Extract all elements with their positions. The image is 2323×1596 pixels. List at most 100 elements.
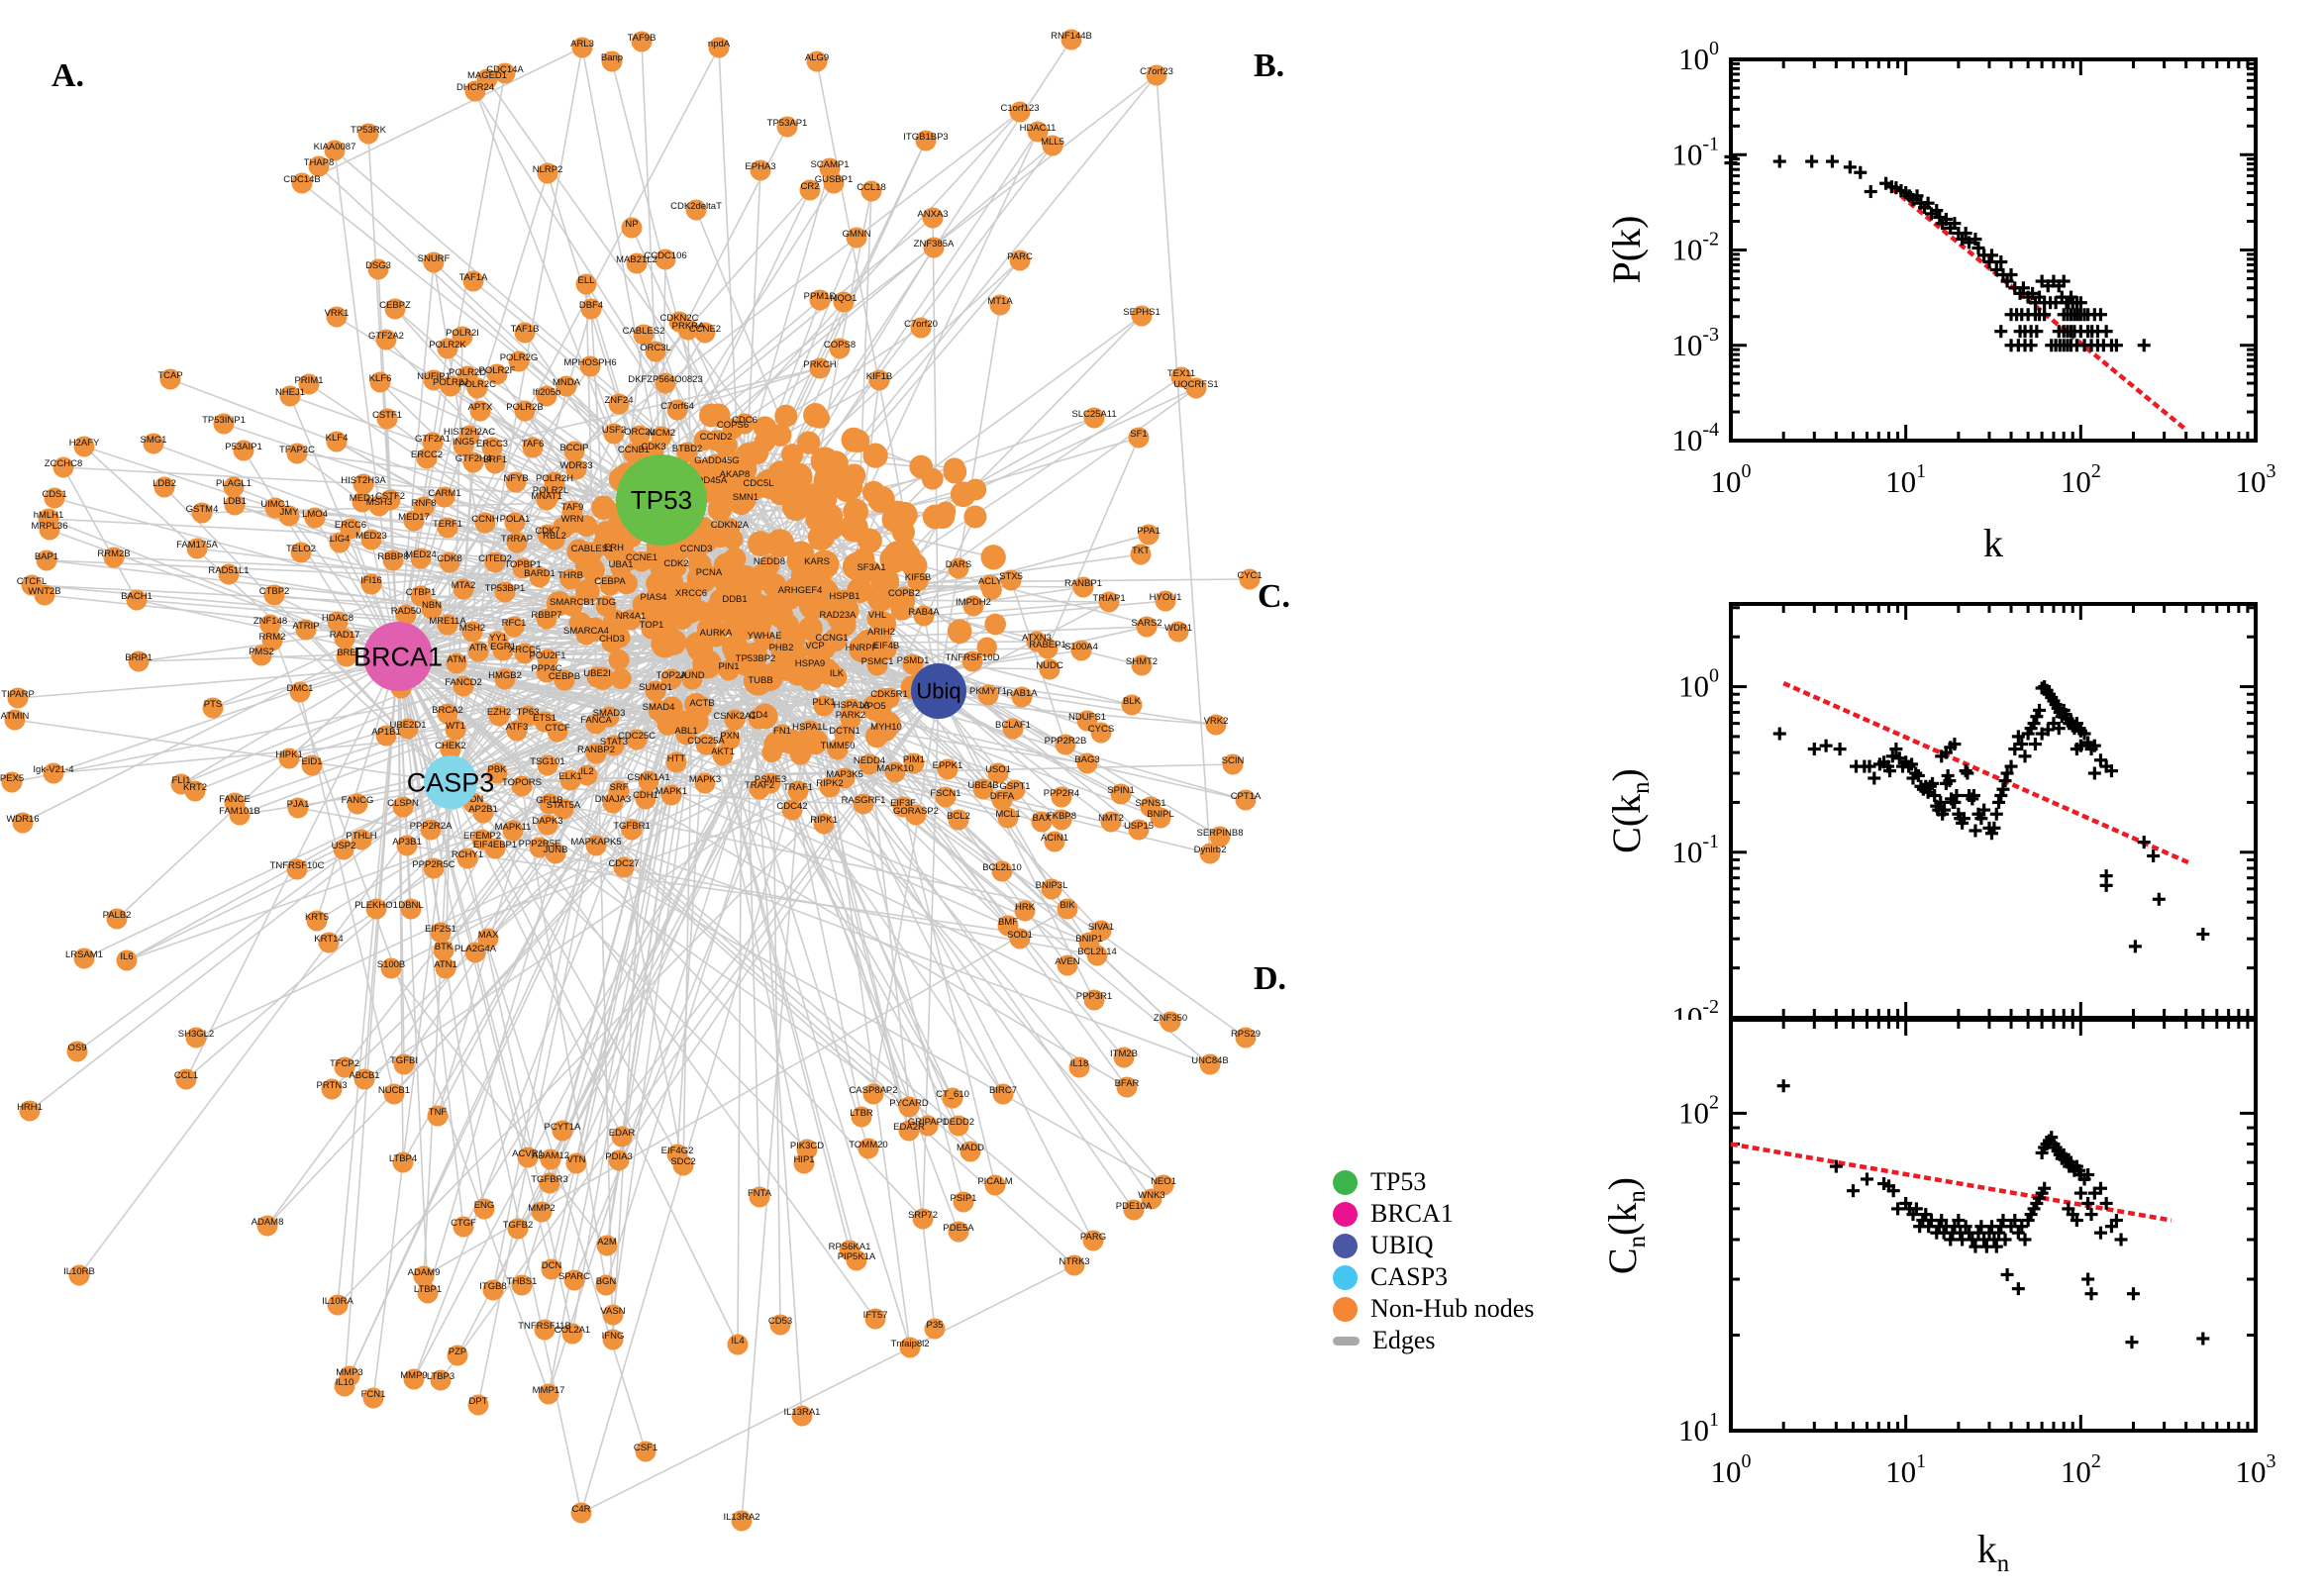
network-node-label: RAD23A: [820, 610, 858, 621]
network-node-label: POLR2H: [536, 473, 573, 484]
network-node: [278, 748, 300, 769]
network-node: [910, 317, 932, 339]
network-node-label: IFI16: [360, 575, 382, 586]
network-node: [829, 338, 851, 359]
network-node: [52, 456, 74, 478]
network-node-label: ATN1: [434, 959, 457, 970]
network-node: [749, 1186, 770, 1208]
network-node-label: C1orf123: [1000, 103, 1039, 114]
network-node: [991, 860, 1013, 882]
network-node: [839, 513, 868, 543]
network-node: [694, 772, 716, 794]
network-node: [1000, 569, 1022, 591]
network-node: [799, 720, 821, 742]
network-node-label: RAD17: [330, 630, 360, 641]
network-node: [631, 31, 653, 52]
network-node: [635, 1441, 656, 1462]
network-node-label: EIF4B: [873, 641, 899, 651]
network-node: [724, 709, 746, 731]
network-node: [1076, 752, 1098, 774]
network-node: [295, 619, 317, 641]
network-node: [537, 524, 558, 546]
network-node-label: COPS8: [824, 340, 856, 350]
network-node: [321, 1078, 343, 1100]
network-node-label: PHB2: [769, 643, 794, 653]
network-node: [7, 687, 29, 709]
legend-item-label: TP53: [1370, 1167, 1427, 1196]
network-node: [508, 350, 530, 372]
network-hubs: TP53 BRCA1 Ubiq CASP3: [354, 454, 966, 809]
network-node-label: TUBB: [748, 675, 772, 686]
network-node-label: MED1: [350, 493, 375, 504]
network-node-label: CSF1: [634, 1443, 657, 1453]
network-node-label: PYCARD: [889, 1098, 929, 1109]
network-node: [1205, 714, 1227, 736]
network-node-label: CASP8AP2: [849, 1085, 897, 1096]
network-node-label: EIF4G2: [661, 1146, 694, 1156]
network-node-label: MAPK10: [876, 763, 914, 774]
network-node: [899, 1337, 921, 1358]
network-node: [846, 227, 867, 249]
network-node-label: LDB2: [152, 478, 176, 489]
network-node-label: STAT5A: [547, 800, 581, 811]
network-node-label: DHCR24: [456, 82, 494, 93]
network-node-label: ERCC6: [335, 520, 366, 531]
network-node: [1138, 524, 1160, 546]
network-node-label: SDC2: [670, 1156, 695, 1167]
network-node: [834, 471, 863, 501]
network-node-label: SMN1: [733, 492, 758, 503]
network-node: [610, 557, 632, 579]
network-node-label: CD53: [768, 1316, 792, 1327]
network-node: [798, 616, 823, 642]
network-node-label: S100A4: [1064, 642, 1098, 652]
network-node: [862, 1083, 884, 1105]
network-node-label: CARM1: [428, 488, 460, 499]
network-node-label: BRIP1: [125, 652, 152, 663]
network-node-label: TRIAP1: [1092, 593, 1125, 604]
network-node: [393, 1053, 415, 1075]
network-node: [948, 1221, 969, 1243]
network-node: [712, 745, 734, 766]
network-node-label: WDR16: [6, 814, 39, 825]
network-node: [218, 563, 240, 585]
network-node-label: Ifi205b: [533, 387, 561, 398]
network-node-label: DPT: [469, 1396, 488, 1407]
network-node: [754, 629, 775, 650]
network-node-label: POLR2L: [533, 485, 568, 496]
network-node: [602, 1304, 624, 1326]
network-node-label: DCN: [542, 1260, 562, 1271]
network-node: [563, 441, 585, 462]
network-node-label: KLF6: [369, 373, 392, 384]
axis-ticks: [1729, 57, 2258, 443]
network-node-label: BNIP1: [1075, 934, 1102, 945]
network-node: [556, 375, 577, 397]
network-node-label: CDS1: [42, 489, 66, 500]
network-node: [770, 641, 792, 662]
network-node-label: SRP72: [908, 1210, 938, 1221]
network-node-label: XPO5: [860, 701, 885, 712]
network-node-label: USO1: [985, 764, 1011, 775]
network-node: [818, 503, 844, 529]
network-node-label: A2M: [597, 1237, 617, 1247]
network-node: [984, 613, 1007, 636]
network-node: [575, 273, 597, 295]
network-node-label: MAX: [478, 930, 499, 941]
network-node: [961, 650, 983, 672]
network-node: [484, 838, 506, 859]
network-node-label: RBBP8: [377, 551, 408, 562]
network-node-label: LDB1: [223, 496, 247, 507]
network-node: [423, 857, 445, 879]
network-node-label: RFC1: [502, 618, 527, 629]
network-node: [1060, 29, 1082, 50]
network-node: [713, 552, 740, 579]
plot-frame: [1729, 602, 2258, 1020]
network-node-label: TFAP2C: [279, 445, 315, 455]
network-node: [1239, 568, 1261, 590]
network-node-label: BACH1: [121, 591, 152, 602]
network-node-label: PPP2R2A: [410, 821, 453, 832]
network-node: [446, 652, 467, 674]
network-node: [1131, 654, 1153, 676]
network-node: [537, 814, 558, 836]
network-node-label: PPP2R2B: [1045, 736, 1087, 747]
